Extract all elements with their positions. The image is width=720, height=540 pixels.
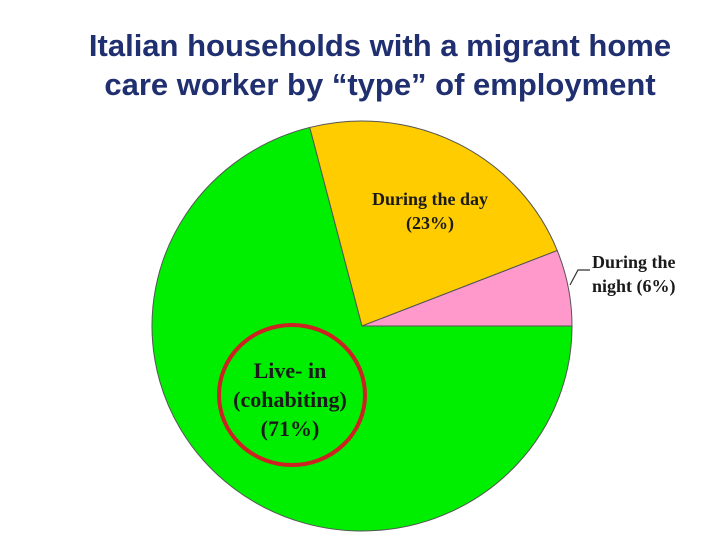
pie-slice-1 bbox=[309, 120, 558, 327]
slice-label-0: Live- in (cohabiting) (71%) bbox=[233, 358, 347, 441]
night-leader-line bbox=[569, 269, 590, 286]
pie-slices bbox=[151, 120, 573, 532]
pie-slice-2 bbox=[361, 249, 573, 327]
chart-title: Italian households with a migrant home c… bbox=[0, 26, 720, 104]
pie-slice-0 bbox=[151, 126, 573, 532]
slice-label-2: During the night (6%) bbox=[592, 252, 676, 297]
slice-label-1: During the day (23%) bbox=[372, 189, 488, 234]
chart-title-line-1: Italian households with a migrant home bbox=[88, 28, 672, 63]
slice-labels: Live- in (cohabiting) (71%) During the day(… bbox=[233, 189, 675, 441]
chart-title-line-2: care worker by “type” of employment bbox=[104, 67, 656, 102]
live-in-highlight-circle bbox=[217, 323, 367, 467]
